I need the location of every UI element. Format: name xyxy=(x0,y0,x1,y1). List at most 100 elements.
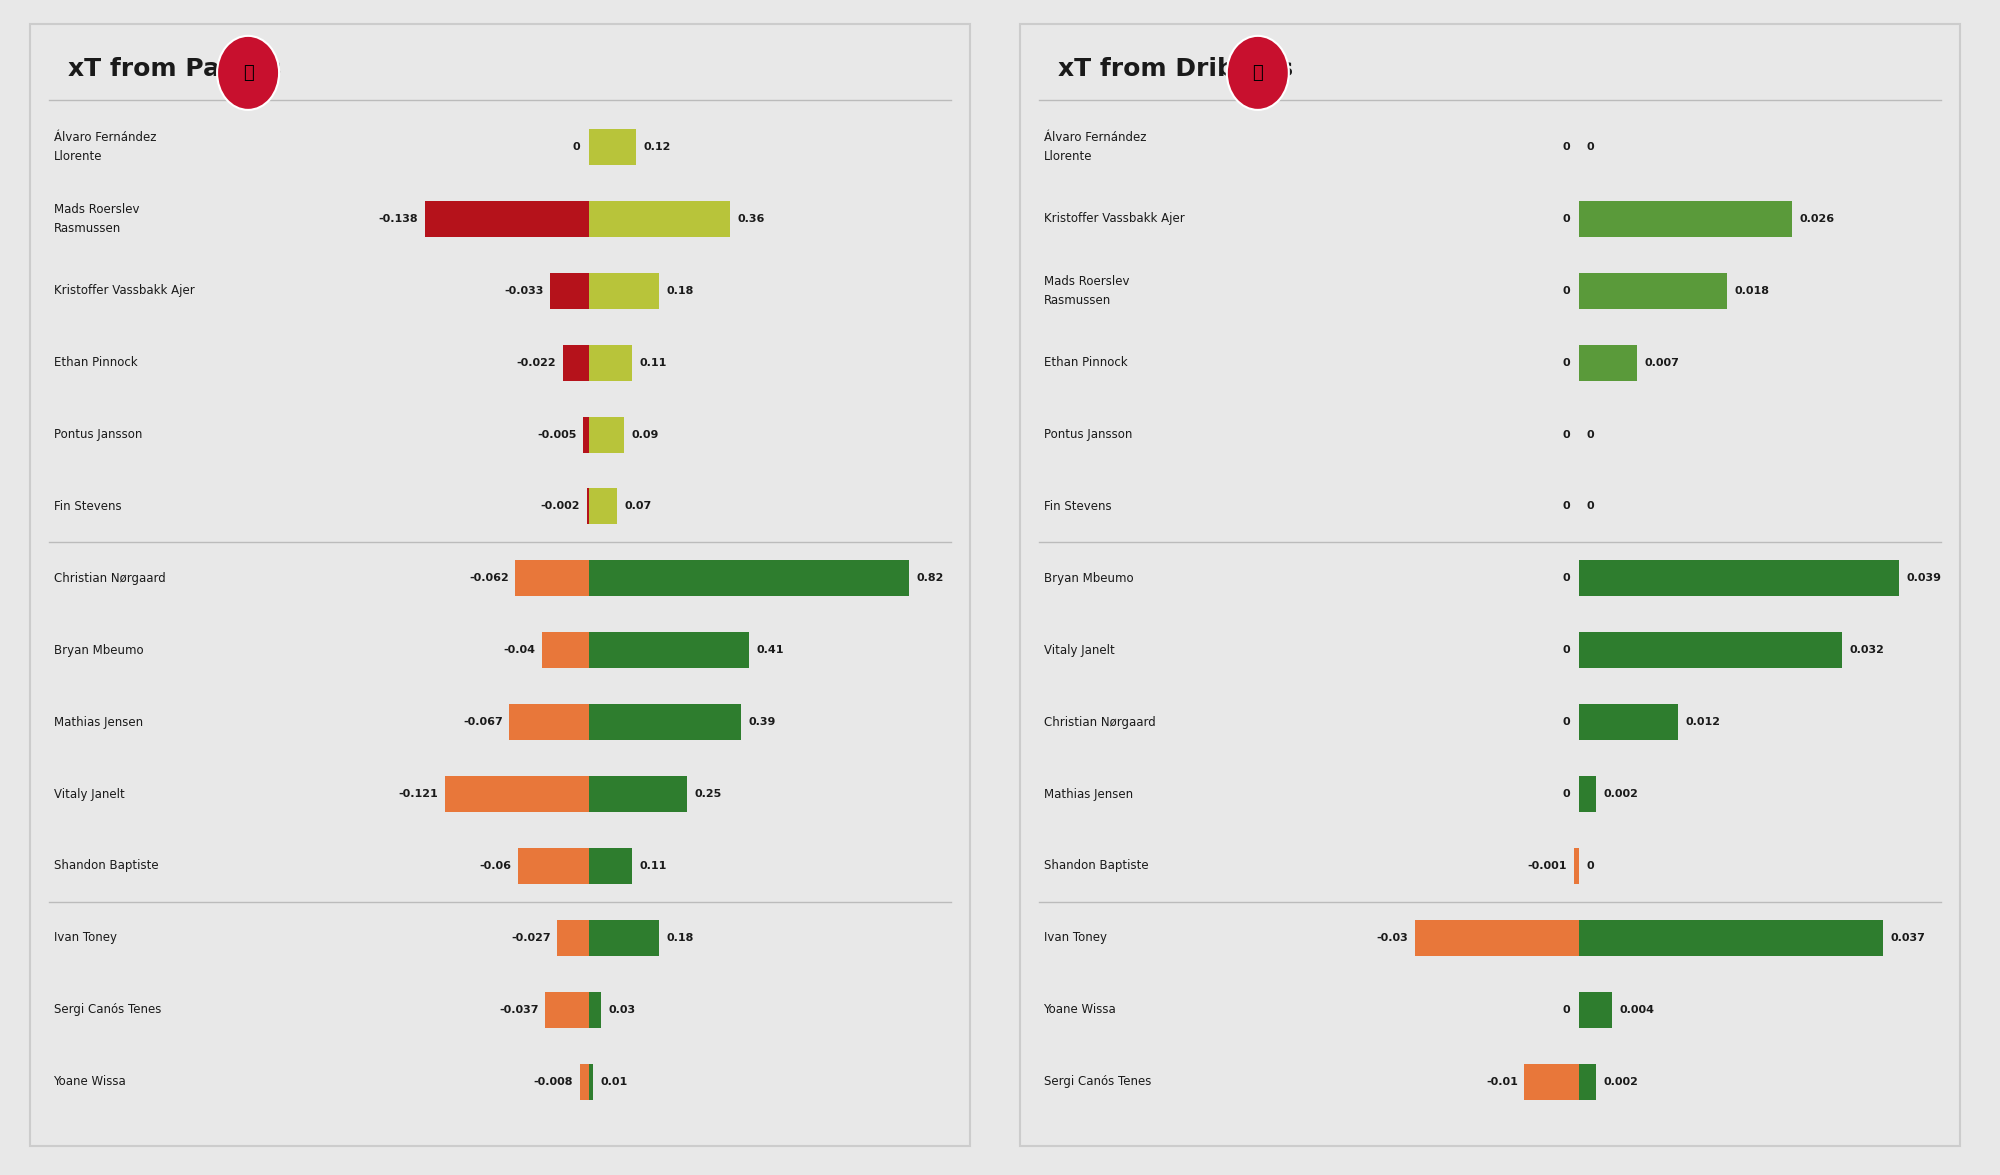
Bar xyxy=(1580,704,1678,740)
Text: 0: 0 xyxy=(1562,1005,1570,1015)
Text: Yoane Wissa: Yoane Wissa xyxy=(1044,1003,1116,1016)
Text: 0: 0 xyxy=(1562,357,1570,368)
Text: 0.018: 0.018 xyxy=(1734,286,1770,296)
Text: Rasmussen: Rasmussen xyxy=(1044,294,1110,307)
Text: Mads Roerslev: Mads Roerslev xyxy=(1044,275,1128,288)
Text: 0: 0 xyxy=(1586,502,1594,511)
Text: Vitaly Janelt: Vitaly Janelt xyxy=(1044,644,1114,657)
Text: Yoane Wissa: Yoane Wissa xyxy=(54,1075,126,1088)
Bar xyxy=(590,848,632,884)
Text: 0: 0 xyxy=(1562,142,1570,152)
Bar xyxy=(1580,344,1636,381)
Text: Vitaly Janelt: Vitaly Janelt xyxy=(54,787,124,800)
Text: -0.01: -0.01 xyxy=(1486,1076,1518,1087)
Text: 0.002: 0.002 xyxy=(1604,1076,1638,1087)
Text: 0.039: 0.039 xyxy=(1906,573,1942,583)
Bar xyxy=(1580,920,1882,955)
Text: -0.121: -0.121 xyxy=(398,790,438,799)
Bar xyxy=(446,776,590,812)
Text: -0.033: -0.033 xyxy=(504,286,544,296)
Bar xyxy=(424,201,590,237)
Text: 0: 0 xyxy=(1562,790,1570,799)
Text: -0.037: -0.037 xyxy=(500,1005,538,1015)
Text: Llorente: Llorente xyxy=(1044,150,1092,163)
Bar xyxy=(590,560,908,597)
Bar xyxy=(1524,1063,1580,1100)
Bar xyxy=(586,489,590,524)
Text: 0.11: 0.11 xyxy=(640,357,668,368)
Text: -0.138: -0.138 xyxy=(378,214,418,224)
Bar xyxy=(590,920,660,955)
Text: Ethan Pinnock: Ethan Pinnock xyxy=(54,356,138,369)
Text: 0: 0 xyxy=(1562,645,1570,656)
Bar xyxy=(1580,776,1596,812)
Text: 0: 0 xyxy=(572,142,580,152)
Text: Kristoffer Vassbakk Ajer: Kristoffer Vassbakk Ajer xyxy=(54,284,194,297)
Bar xyxy=(590,1063,594,1100)
Text: Fin Stevens: Fin Stevens xyxy=(1044,499,1112,513)
Text: 0.36: 0.36 xyxy=(738,214,764,224)
Bar xyxy=(510,704,590,740)
Bar xyxy=(590,489,616,524)
Text: 0.39: 0.39 xyxy=(748,717,776,727)
Text: -0.04: -0.04 xyxy=(504,645,536,656)
Bar xyxy=(1574,848,1580,884)
Text: Bryan Mbeumo: Bryan Mbeumo xyxy=(1044,572,1134,585)
Text: 0: 0 xyxy=(1562,214,1570,224)
Text: Pontus Jansson: Pontus Jansson xyxy=(54,428,142,441)
Text: 0.18: 0.18 xyxy=(666,286,694,296)
Text: 0.07: 0.07 xyxy=(624,502,652,511)
Bar xyxy=(1580,560,1898,597)
Text: 0.41: 0.41 xyxy=(756,645,784,656)
Text: 0.032: 0.032 xyxy=(1850,645,1884,656)
Text: 0: 0 xyxy=(1562,430,1570,439)
Text: 🐝: 🐝 xyxy=(242,63,254,82)
Circle shape xyxy=(218,36,280,110)
Bar xyxy=(1580,273,1726,309)
Text: Ivan Toney: Ivan Toney xyxy=(1044,932,1106,945)
Text: 0.11: 0.11 xyxy=(640,861,668,871)
Text: -0.067: -0.067 xyxy=(464,717,502,727)
Bar xyxy=(516,560,590,597)
Text: -0.03: -0.03 xyxy=(1376,933,1408,942)
Text: 0.09: 0.09 xyxy=(632,430,660,439)
Text: Ethan Pinnock: Ethan Pinnock xyxy=(1044,356,1128,369)
Bar xyxy=(590,992,600,1028)
Bar xyxy=(590,704,742,740)
Text: 0.18: 0.18 xyxy=(666,933,694,942)
Text: Christian Nørgaard: Christian Nørgaard xyxy=(54,572,166,585)
Bar xyxy=(1580,992,1612,1028)
Text: Mathias Jensen: Mathias Jensen xyxy=(54,716,142,728)
Bar xyxy=(590,632,750,669)
Bar xyxy=(584,417,590,452)
Bar xyxy=(558,920,590,955)
Text: Sergi Canós Tenes: Sergi Canós Tenes xyxy=(54,1003,160,1016)
Text: 0.002: 0.002 xyxy=(1604,790,1638,799)
Text: 0.012: 0.012 xyxy=(1686,717,1720,727)
Text: 0: 0 xyxy=(1562,286,1570,296)
Bar xyxy=(564,344,590,381)
Text: Christian Nørgaard: Christian Nørgaard xyxy=(1044,716,1156,728)
Text: 0: 0 xyxy=(1562,502,1570,511)
Bar xyxy=(1414,920,1580,955)
Text: Pontus Jansson: Pontus Jansson xyxy=(1044,428,1132,441)
Bar xyxy=(1580,1063,1596,1100)
Bar xyxy=(542,632,590,669)
Text: 0: 0 xyxy=(1586,861,1594,871)
Text: Sergi Canós Tenes: Sergi Canós Tenes xyxy=(1044,1075,1150,1088)
Bar xyxy=(550,273,590,309)
Text: -0.027: -0.027 xyxy=(510,933,550,942)
Text: Mathias Jensen: Mathias Jensen xyxy=(1044,787,1132,800)
Text: 0.037: 0.037 xyxy=(1890,933,1924,942)
Text: xT from Passes: xT from Passes xyxy=(68,58,280,81)
Text: -0.06: -0.06 xyxy=(480,861,512,871)
Text: Shandon Baptiste: Shandon Baptiste xyxy=(1044,859,1148,872)
Bar xyxy=(1580,201,1792,237)
Text: -0.001: -0.001 xyxy=(1528,861,1568,871)
Text: 0.01: 0.01 xyxy=(600,1076,628,1087)
Bar xyxy=(518,848,590,884)
Text: Álvaro Fernández: Álvaro Fernández xyxy=(1044,132,1146,145)
Bar xyxy=(1580,632,1842,669)
Text: Ivan Toney: Ivan Toney xyxy=(54,932,116,945)
Text: xT from Dribbles: xT from Dribbles xyxy=(1058,58,1292,81)
